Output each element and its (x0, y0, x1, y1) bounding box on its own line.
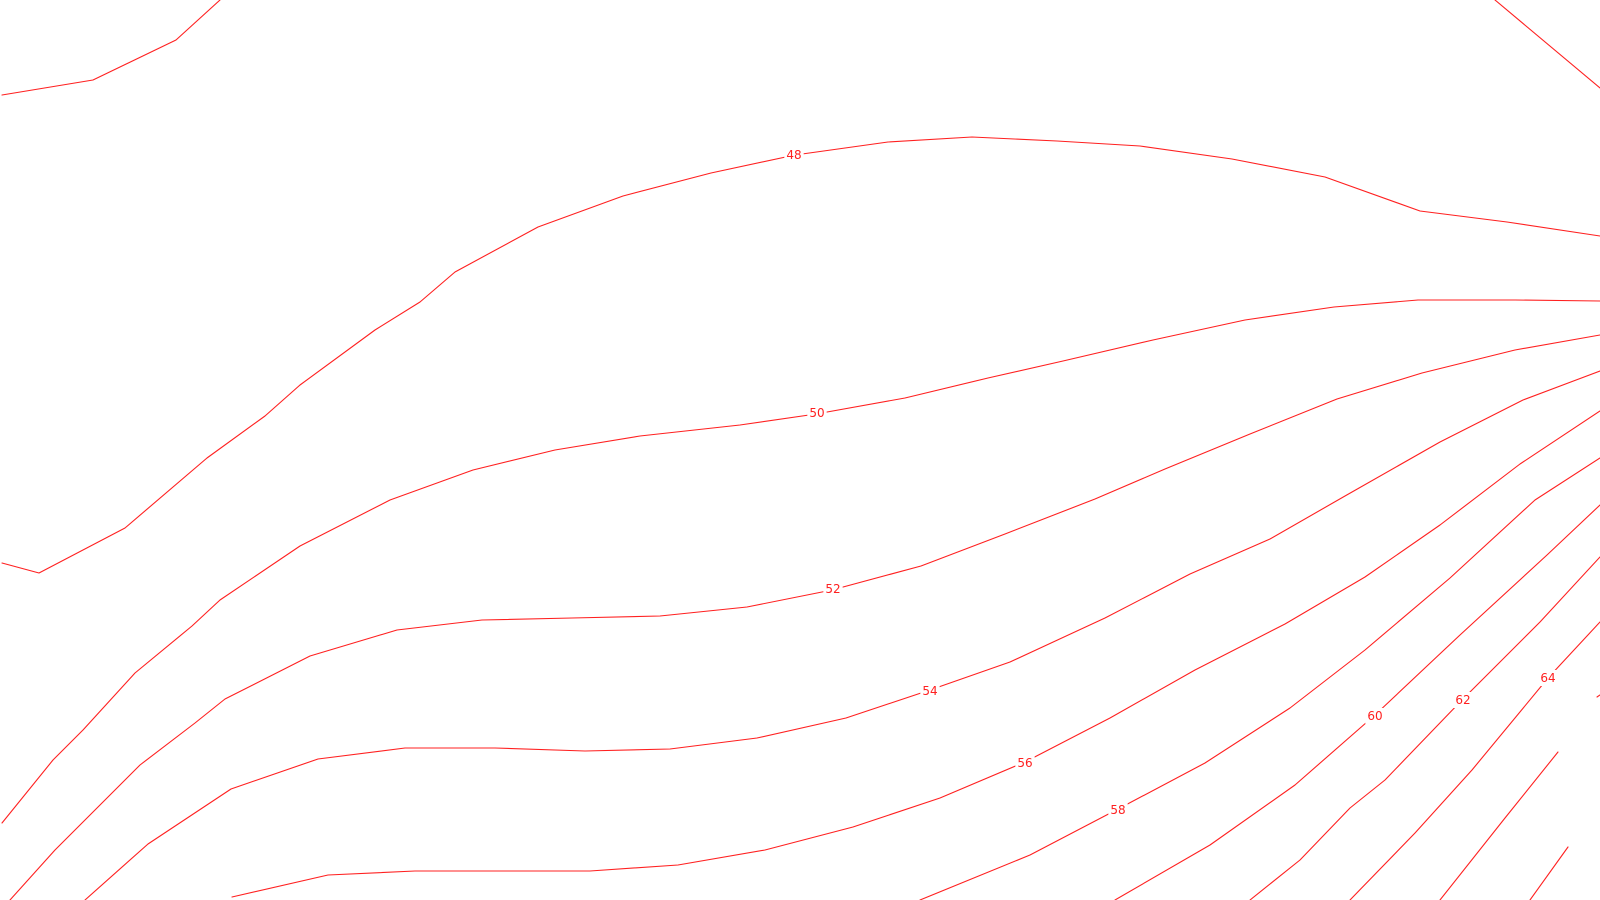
contour-label-62: 62 (1455, 693, 1470, 707)
contour-line-lower-right-a (1439, 751, 1559, 900)
contour-label-54: 54 (922, 684, 937, 698)
contour-line-lower-right-b (1529, 846, 1569, 900)
contour-label-52: 52 (825, 582, 840, 596)
contour-line-64 (1349, 621, 1600, 900)
contour-label-halo (784, 147, 804, 163)
contour-line-top-left (1, 0, 221, 96)
contour-label-60: 60 (1367, 709, 1382, 723)
contour-line-54 (84, 370, 1600, 900)
contour-line-50 (1, 299, 1600, 824)
contour-label-halo (1365, 708, 1385, 724)
contour-label-halo (1453, 692, 1473, 708)
contour-label-50: 50 (809, 406, 824, 420)
contour-label-halo (1015, 755, 1035, 771)
contour-line-top-right (1494, 0, 1600, 89)
contour-label-halo (1108, 802, 1128, 818)
contour-label-halo (1538, 670, 1558, 686)
contour-line-58 (919, 457, 1600, 900)
contour-line-52 (9, 334, 1600, 900)
contour-label-64: 64 (1540, 671, 1555, 685)
contour-label-halo (823, 581, 843, 597)
contour-label-48: 48 (786, 148, 801, 162)
contour-label-halo (807, 405, 827, 421)
contour-label-halo (920, 683, 940, 699)
contour-label-58: 58 (1110, 803, 1125, 817)
contour-line-48 (1, 136, 1600, 574)
contour-line-56 (231, 410, 1600, 898)
contour-label-56: 56 (1017, 756, 1032, 770)
contour-line-62 (1249, 556, 1600, 900)
